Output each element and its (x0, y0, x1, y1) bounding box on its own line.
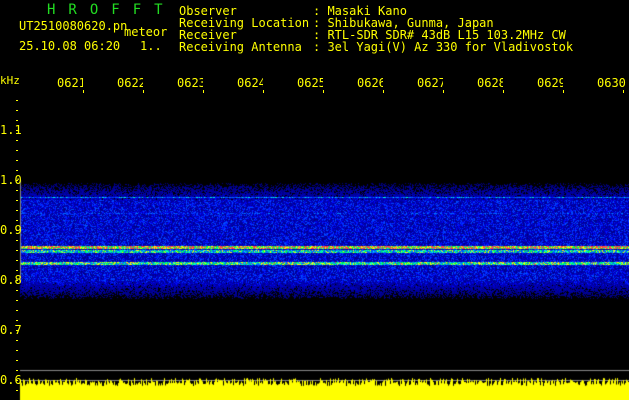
frequency-tick (16, 260, 18, 261)
time-tick (383, 90, 384, 93)
y-unit-label: kHz (0, 74, 20, 87)
time-label: 0628 (477, 76, 503, 90)
frequency-tick (16, 120, 18, 121)
frequency-tick (16, 380, 18, 381)
time-label: 0624 (237, 76, 263, 90)
receiver-value: : RTL-SDR SDR# 43dB L15 103.2MHz CW (313, 28, 566, 42)
frequency-label: 1.1 (0, 123, 22, 137)
time-label: 0621 (57, 76, 83, 90)
time-tick (443, 90, 444, 93)
time-label: 0627 (417, 76, 443, 90)
frequency-tick (16, 160, 18, 161)
time-label: 0623 (177, 76, 203, 90)
frequency-tick (16, 370, 18, 371)
time-tick (563, 90, 564, 93)
frequency-tick (16, 110, 18, 111)
frequency-tick (16, 310, 18, 311)
frequency-tick (16, 350, 18, 351)
time-label: 0626 (357, 76, 383, 90)
time-tick (503, 90, 504, 93)
frequency-tick (16, 140, 18, 141)
observer-label: Observer (179, 4, 237, 18)
frequency-tick (16, 270, 18, 271)
time-tick (83, 90, 84, 93)
frequency-label: 0.8 (0, 273, 22, 287)
frequency-tick (16, 360, 18, 361)
frequency-tick (16, 280, 18, 281)
frequency-tick (16, 220, 18, 221)
frequency-tick (16, 180, 18, 181)
frequency-tick (16, 300, 18, 301)
frequency-label: 1.0 (0, 173, 22, 187)
time-tick (203, 90, 204, 93)
time-tick (623, 90, 624, 93)
time-tick (323, 90, 324, 93)
frequency-tick (16, 390, 18, 391)
location-label: Receiving Location (179, 16, 310, 30)
frequency-tick (16, 250, 18, 251)
time-tick (263, 90, 264, 93)
frequency-label: 0.7 (0, 323, 22, 337)
observer-value: : Masaki Kano (313, 4, 407, 18)
time-label: 0629 (537, 76, 563, 90)
frequency-tick (16, 290, 18, 291)
extra-label: 1.. (140, 39, 162, 53)
frequency-tick (16, 340, 18, 341)
antenna-value: : 3el Yagi(V) Az 330 for Vladivostok (313, 40, 574, 54)
frequency-tick (16, 200, 18, 201)
time-label: 0622 (117, 76, 143, 90)
frequency-tick (16, 100, 18, 101)
frequency-label: 0.9 (0, 223, 22, 237)
frequency-tick (16, 150, 18, 151)
frequency-tick (16, 320, 18, 321)
time-tick (143, 90, 144, 93)
time-label: 0630 (597, 76, 626, 90)
location-value: : Shibukawa, Gunma, Japan (313, 16, 494, 30)
frequency-tick (16, 240, 18, 241)
datetime: 25.10.08 06:20 (19, 39, 121, 53)
time-label: 0625 (297, 76, 323, 90)
file-name: UT2510080620.pn (19, 19, 128, 33)
frequency-tick (16, 130, 18, 131)
frequency-tick (16, 330, 18, 331)
frequency-tick (16, 210, 18, 211)
frequency-tick (16, 170, 18, 171)
frequency-tick (16, 190, 18, 191)
app-title: HROFFT (47, 2, 176, 18)
frequency-label: 0.6 (0, 373, 22, 387)
antenna-label: Receiving Antenna (179, 40, 302, 54)
receiver-label: Receiver (179, 28, 237, 42)
frequency-tick (16, 230, 18, 231)
mode-label: meteor (124, 25, 168, 39)
